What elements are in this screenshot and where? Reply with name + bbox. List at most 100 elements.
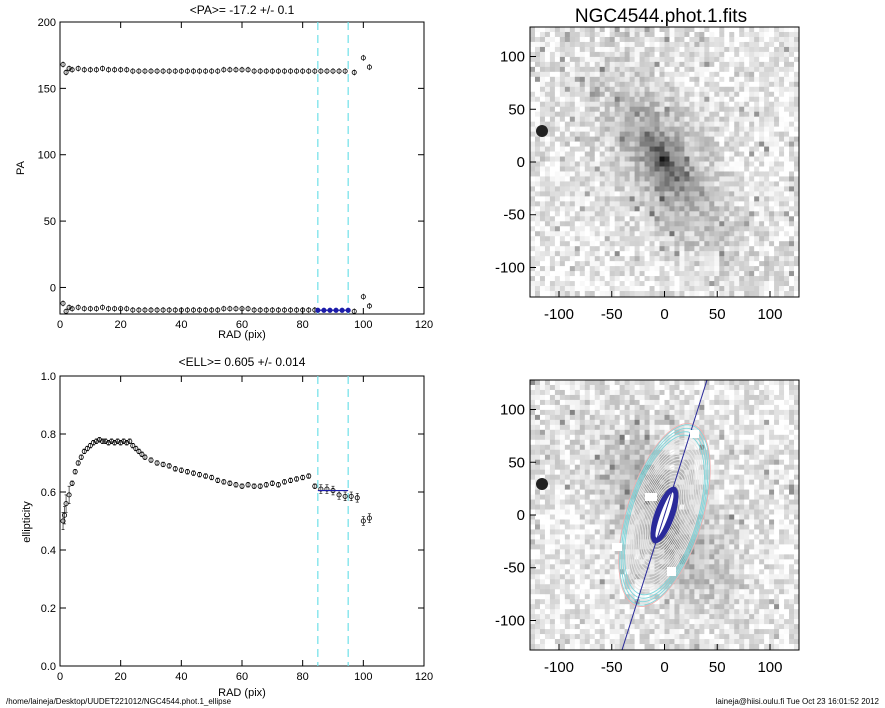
data-point — [106, 306, 112, 312]
ell-xlabel: RAD (pix) — [218, 687, 266, 699]
data-point — [281, 479, 287, 485]
data-point — [257, 307, 263, 313]
data-point — [178, 467, 184, 473]
x-tick-label: 60 — [236, 671, 248, 683]
data-point — [342, 68, 348, 74]
data-point — [209, 68, 215, 74]
image-x-tick-label: -100 — [544, 306, 574, 323]
data-point — [93, 67, 99, 73]
galaxy-image-top: NGC4544.phot.1.fits -100 -50 0 50 100 100 50 0 -… — [495, 6, 800, 323]
pa-x-ticks: 0 20 40 60 80 100 120 — [57, 22, 433, 331]
data-point — [184, 68, 190, 74]
data-point — [269, 68, 275, 74]
data-point — [172, 68, 178, 74]
data-point — [239, 483, 245, 489]
data-point — [221, 479, 227, 485]
data-point — [227, 67, 233, 73]
data-point — [245, 482, 251, 488]
data-point — [90, 440, 96, 446]
data-point — [63, 308, 69, 314]
data-point — [172, 307, 178, 313]
data-point — [300, 307, 306, 313]
data-point — [118, 440, 124, 446]
data-point — [300, 474, 306, 480]
data-point — [142, 68, 148, 74]
data-point — [245, 306, 251, 312]
data-point — [87, 67, 93, 73]
y-tick-label: 0.8 — [41, 429, 56, 441]
data-point — [118, 67, 124, 73]
data-point — [166, 307, 172, 313]
data-point — [154, 68, 160, 74]
data-point — [75, 460, 81, 466]
image-y-tick-label: 50 — [508, 454, 525, 471]
image-y-tick-label: -50 — [503, 560, 525, 577]
data-point — [84, 445, 90, 451]
data-point — [148, 457, 154, 463]
data-point — [275, 68, 281, 74]
data-point — [87, 306, 93, 312]
data-point — [124, 67, 130, 73]
data-point — [215, 477, 221, 483]
data-point — [93, 306, 99, 312]
pa-points — [60, 54, 372, 315]
data-point — [81, 306, 87, 312]
data-point — [166, 463, 172, 469]
data-point — [75, 304, 81, 310]
data-point — [342, 493, 348, 499]
data-point — [288, 68, 294, 74]
x-tick-label: 0 — [57, 319, 63, 331]
data-point — [96, 437, 102, 443]
data-point — [142, 307, 148, 313]
data-point — [160, 68, 166, 74]
footer-user-time: laineja@hiisi.oulu.fi Tue Oct 23 16:01:5… — [715, 697, 879, 706]
y-tick-label: 0.2 — [41, 603, 56, 615]
data-point — [306, 68, 312, 74]
data-point — [99, 65, 105, 71]
data-point — [366, 515, 372, 521]
data-point — [294, 307, 300, 313]
data-point — [124, 440, 130, 446]
data-point — [148, 68, 154, 74]
data-point — [215, 68, 221, 74]
image-x-tick-label: 0 — [660, 306, 668, 323]
data-point — [324, 486, 330, 492]
data-point — [251, 483, 257, 489]
data-point — [118, 306, 124, 312]
data-point — [148, 307, 154, 313]
data-point — [190, 470, 196, 476]
data-point — [360, 518, 366, 524]
data-point — [136, 307, 142, 313]
data-point — [227, 480, 233, 486]
data-point — [312, 483, 318, 489]
data-point — [336, 492, 342, 498]
y-tick-label: 0 — [50, 282, 56, 294]
data-point — [312, 68, 318, 74]
pa-title: <PA>= -17.2 +/- 0.1 — [190, 3, 295, 17]
data-point — [227, 306, 233, 312]
x-tick-label: 20 — [115, 319, 127, 331]
image-y-tick-label: -50 — [503, 207, 525, 224]
data-point — [190, 307, 196, 313]
data-point — [351, 69, 357, 75]
pa-ylabel: PA — [15, 160, 27, 175]
data-point — [124, 306, 130, 312]
image-y-tick-label: 50 — [508, 101, 525, 118]
data-point — [318, 486, 324, 492]
ell-y-ticks: 1.0 0.8 0.6 0.4 0.2 0.0 — [41, 371, 424, 673]
data-point — [275, 307, 281, 313]
data-point — [121, 438, 127, 444]
data-point — [360, 294, 366, 300]
data-point — [99, 304, 105, 310]
data-point — [203, 473, 209, 479]
data-point — [69, 480, 75, 486]
data-point — [66, 65, 72, 71]
ell-x-ticks: 0 20 40 60 80 100 120 — [57, 376, 433, 683]
y-tick-label: 200 — [38, 17, 56, 29]
data-point — [300, 68, 306, 74]
image-y-tick-label: 0 — [517, 507, 525, 524]
data-point — [288, 307, 294, 313]
data-point — [233, 482, 239, 488]
x-tick-label: 120 — [415, 671, 433, 683]
data-point — [115, 438, 121, 444]
